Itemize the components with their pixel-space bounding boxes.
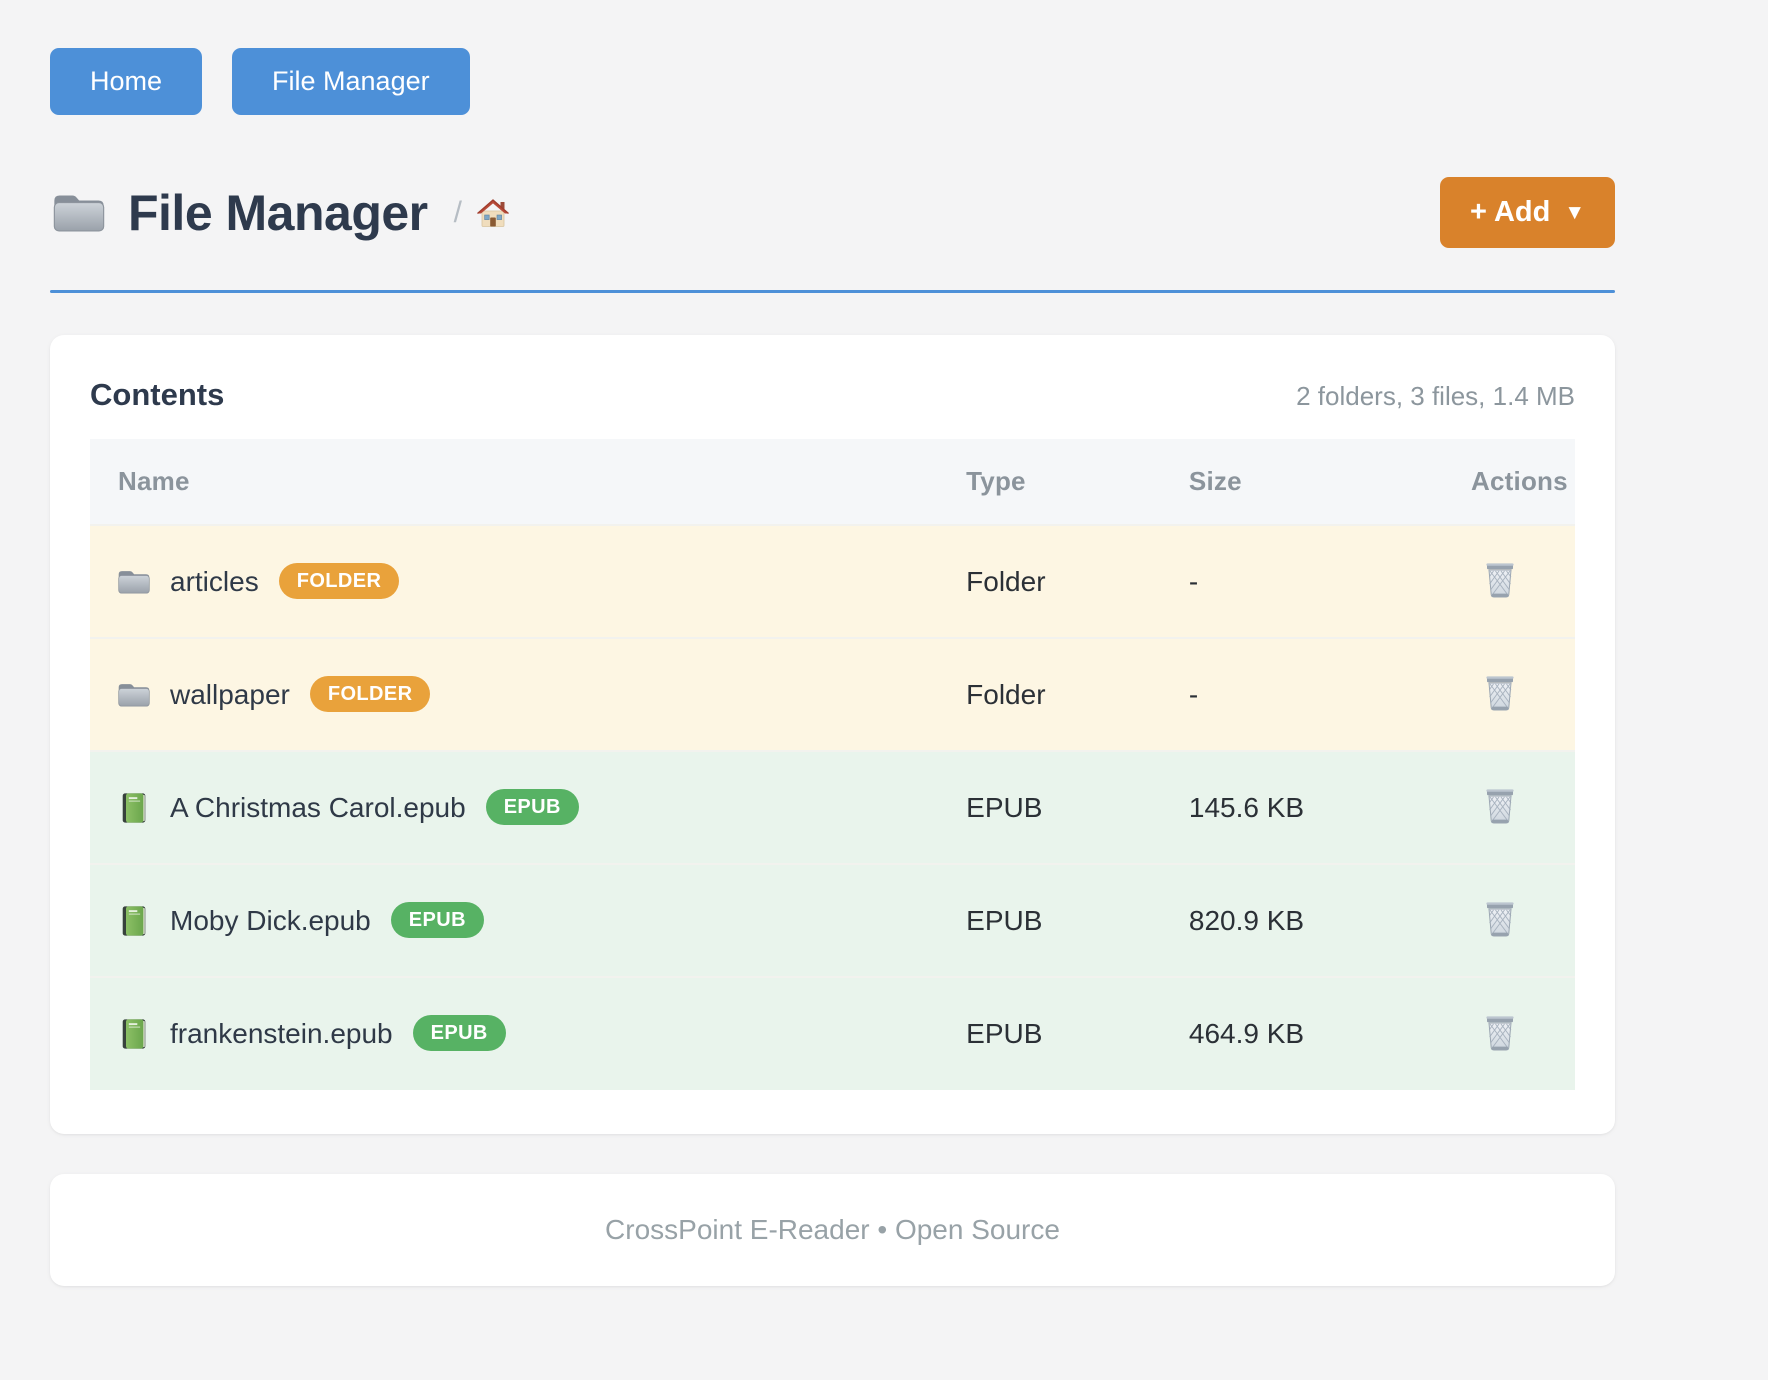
footer-card: CrossPoint E-Reader • Open Source <box>50 1174 1615 1286</box>
book-icon <box>116 905 152 937</box>
type-cell: Folder <box>966 565 1046 597</box>
contents-summary: 2 folders, 3 files, 1.4 MB <box>1296 381 1575 411</box>
book-icon <box>116 1018 152 1050</box>
column-header-size: Size <box>1188 439 1472 525</box>
column-header-actions: Actions <box>1471 439 1575 525</box>
delete-button[interactable] <box>1479 670 1521 716</box>
folder-icon <box>50 189 108 237</box>
column-header-type: Type <box>966 439 1189 525</box>
file-manager-button[interactable]: File Manager <box>232 48 470 115</box>
size-cell: - <box>1188 678 1199 710</box>
delete-button[interactable] <box>1479 557 1521 603</box>
house-icon[interactable] <box>476 197 510 229</box>
table-header-row: Name Type Size Actions <box>90 439 1575 525</box>
delete-button[interactable] <box>1479 896 1521 942</box>
folder-icon <box>116 566 152 598</box>
home-button[interactable]: Home <box>50 48 203 115</box>
type-badge: FOLDER <box>278 562 400 599</box>
trash-icon <box>1483 1014 1517 1052</box>
trash-icon <box>1483 674 1517 712</box>
folder-icon <box>116 679 152 711</box>
page-header: File Manager / + Add ▼ <box>50 177 1615 248</box>
contents-table: Name Type Size Actions articles FOLDER <box>90 439 1575 1090</box>
caret-down-icon: ▼ <box>1564 201 1585 225</box>
size-cell: 145.6 KB <box>1188 791 1305 823</box>
type-cell: EPUB <box>966 904 1043 936</box>
add-button[interactable]: + Add ▼ <box>1440 177 1615 248</box>
size-cell: - <box>1188 565 1199 597</box>
contents-title: Contents <box>90 377 225 412</box>
file-name[interactable]: frankenstein.epub <box>170 1018 393 1049</box>
type-cell: EPUB <box>966 791 1043 823</box>
add-button-label: + Add <box>1470 196 1551 228</box>
header-divider <box>50 290 1615 293</box>
table-row: articles FOLDER Folder - <box>90 525 1575 638</box>
top-nav: Home File Manager <box>50 0 1615 115</box>
footer-text: CrossPoint E-Reader • Open Source <box>605 1214 1060 1245</box>
file-name[interactable]: A Christmas Carol.epub <box>170 791 466 823</box>
file-name[interactable]: wallpaper <box>170 678 290 710</box>
table-row: A Christmas Carol.epub EPUB EPUB 145.6 K… <box>90 751 1575 864</box>
book-icon <box>116 792 152 824</box>
trash-icon <box>1483 900 1517 938</box>
size-cell: 464.9 KB <box>1188 1018 1305 1049</box>
breadcrumb-separator: / <box>453 195 462 229</box>
table-row: wallpaper FOLDER Folder - <box>90 638 1575 751</box>
table-row: frankenstein.epub EPUB EPUB 464.9 KB <box>90 977 1575 1090</box>
size-cell: 820.9 KB <box>1188 904 1305 936</box>
file-name[interactable]: articles <box>170 565 259 597</box>
type-badge: EPUB <box>485 788 579 825</box>
type-cell: EPUB <box>966 1018 1043 1049</box>
table-row: Moby Dick.epub EPUB EPUB 820.9 KB <box>90 864 1575 977</box>
delete-button[interactable] <box>1479 783 1521 829</box>
delete-button[interactable] <box>1479 1010 1521 1056</box>
contents-card: Contents 2 folders, 3 files, 1.4 MB Name… <box>50 335 1615 1134</box>
contents-table-body: articles FOLDER Folder - <box>90 525 1575 1090</box>
type-badge: EPUB <box>390 901 484 938</box>
column-header-name: Name <box>90 439 967 525</box>
type-badge: EPUB <box>412 1015 506 1051</box>
type-cell: Folder <box>966 678 1046 710</box>
page-title: File Manager <box>128 184 428 241</box>
trash-icon <box>1483 561 1517 599</box>
file-name[interactable]: Moby Dick.epub <box>170 904 371 936</box>
trash-icon <box>1483 787 1517 825</box>
type-badge: FOLDER <box>309 675 431 712</box>
breadcrumb: / <box>454 196 510 230</box>
